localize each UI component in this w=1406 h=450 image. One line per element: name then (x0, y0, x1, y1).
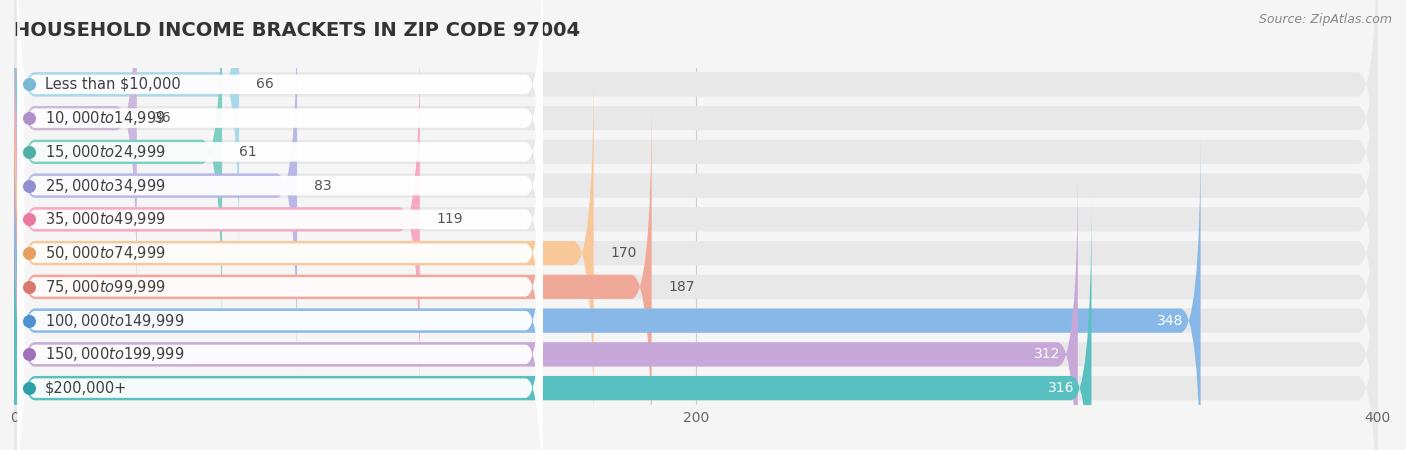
Point (18, 216, 41, 223)
Point (18, 249, 41, 256)
Text: 36: 36 (153, 111, 172, 125)
Point (18, 182, 41, 189)
FancyBboxPatch shape (14, 63, 1378, 444)
FancyBboxPatch shape (14, 198, 1091, 450)
FancyBboxPatch shape (17, 94, 543, 412)
Text: 312: 312 (1035, 347, 1060, 361)
FancyBboxPatch shape (14, 0, 136, 309)
Text: 61: 61 (239, 145, 257, 159)
FancyBboxPatch shape (17, 128, 543, 446)
FancyBboxPatch shape (14, 0, 1378, 309)
FancyBboxPatch shape (17, 162, 543, 450)
FancyBboxPatch shape (14, 130, 1201, 450)
FancyBboxPatch shape (14, 63, 593, 444)
FancyBboxPatch shape (17, 0, 543, 243)
Point (18, 148, 41, 156)
FancyBboxPatch shape (14, 0, 297, 376)
FancyBboxPatch shape (14, 0, 1378, 376)
Text: 66: 66 (256, 77, 274, 91)
Point (18, 351, 41, 358)
FancyBboxPatch shape (14, 0, 222, 342)
Point (18, 81, 41, 88)
FancyBboxPatch shape (14, 0, 1378, 274)
Text: 187: 187 (669, 280, 695, 294)
FancyBboxPatch shape (14, 164, 1078, 450)
Text: Less than $10,000: Less than $10,000 (45, 77, 180, 92)
FancyBboxPatch shape (14, 198, 1378, 450)
FancyBboxPatch shape (14, 0, 1378, 342)
FancyBboxPatch shape (14, 29, 1378, 410)
Text: $100,000 to $149,999: $100,000 to $149,999 (45, 311, 184, 329)
FancyBboxPatch shape (14, 164, 1378, 450)
FancyBboxPatch shape (14, 130, 1378, 450)
Text: HOUSEHOLD INCOME BRACKETS IN ZIP CODE 97004: HOUSEHOLD INCOME BRACKETS IN ZIP CODE 97… (14, 22, 581, 40)
Text: $35,000 to $49,999: $35,000 to $49,999 (45, 211, 166, 229)
Text: $25,000 to $34,999: $25,000 to $34,999 (45, 176, 166, 194)
Text: $200,000+: $200,000+ (45, 381, 127, 396)
Point (18, 317, 41, 324)
Text: 119: 119 (437, 212, 464, 226)
FancyBboxPatch shape (17, 0, 543, 277)
Text: $15,000 to $24,999: $15,000 to $24,999 (45, 143, 166, 161)
Text: $75,000 to $99,999: $75,000 to $99,999 (45, 278, 166, 296)
Text: $150,000 to $199,999: $150,000 to $199,999 (45, 346, 184, 364)
FancyBboxPatch shape (14, 96, 1378, 450)
Text: $10,000 to $14,999: $10,000 to $14,999 (45, 109, 166, 127)
FancyBboxPatch shape (17, 195, 543, 450)
FancyBboxPatch shape (17, 229, 543, 450)
Text: 348: 348 (1157, 314, 1184, 328)
Text: $50,000 to $74,999: $50,000 to $74,999 (45, 244, 166, 262)
FancyBboxPatch shape (14, 0, 239, 274)
Point (18, 114, 41, 122)
Text: 316: 316 (1047, 381, 1074, 395)
Text: Source: ZipAtlas.com: Source: ZipAtlas.com (1258, 14, 1392, 27)
Point (18, 284, 41, 291)
FancyBboxPatch shape (17, 0, 543, 311)
FancyBboxPatch shape (14, 96, 651, 450)
FancyBboxPatch shape (17, 27, 543, 345)
FancyBboxPatch shape (17, 60, 543, 378)
Text: 170: 170 (610, 246, 637, 260)
Point (18, 384, 41, 392)
Text: 83: 83 (314, 179, 332, 193)
FancyBboxPatch shape (14, 29, 420, 410)
